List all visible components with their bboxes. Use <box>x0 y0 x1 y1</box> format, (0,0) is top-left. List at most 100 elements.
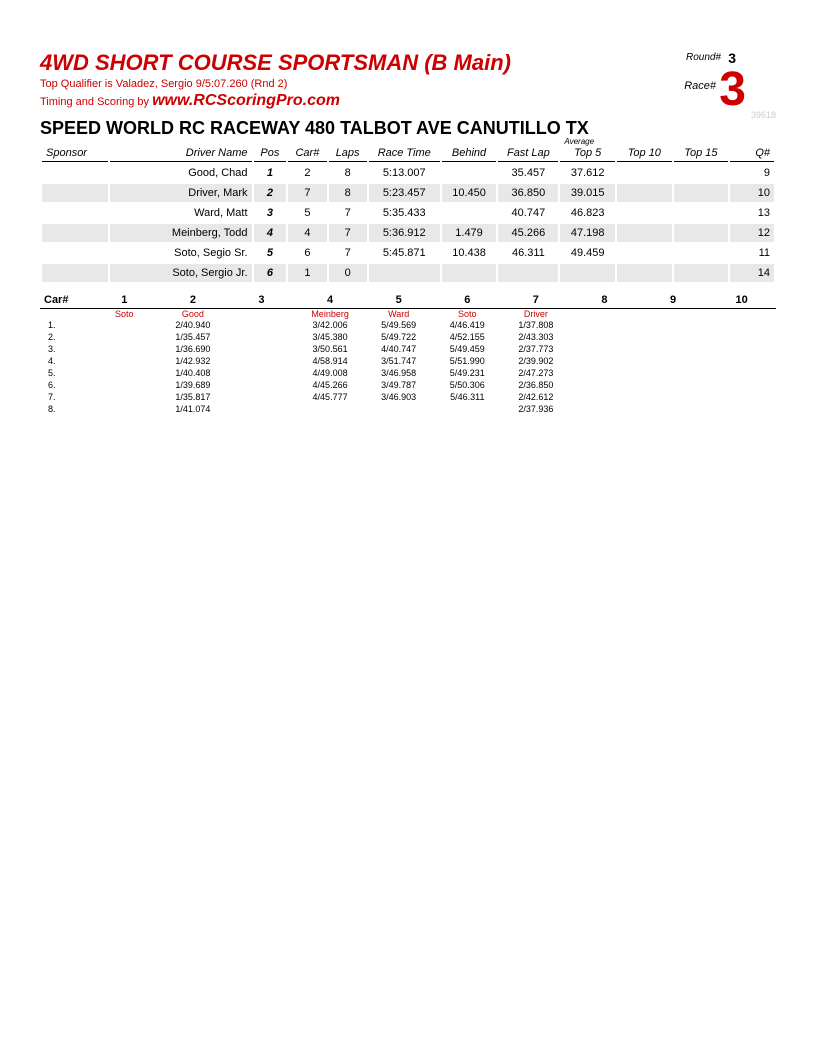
car-number-row: Car# 12345678910 <box>40 294 776 309</box>
lap-cell: 3/46.958 <box>364 368 433 378</box>
car-num: 7 <box>502 294 571 306</box>
car: 1 <box>288 264 326 282</box>
race-time: 5:13.007 <box>369 164 440 182</box>
lap-cell <box>570 380 639 390</box>
table-row: Ward, Matt3575:35.43340.74746.82313 <box>42 204 774 222</box>
top5: 49.459 <box>560 244 615 262</box>
lap-cell: 1/41.074 <box>159 404 228 414</box>
lap-cell: 1/40.408 <box>159 368 228 378</box>
lap-cell <box>90 356 159 366</box>
lap-row: 6.1/39.6894/45.2663/49.7875/50.3062/36.8… <box>40 379 776 391</box>
lap-cell: 3/51.747 <box>364 356 433 366</box>
pos: 5 <box>254 244 287 262</box>
lap-cell <box>570 356 639 366</box>
lap-num: 2. <box>40 332 90 342</box>
lap-cell: 3/46.903 <box>364 392 433 402</box>
fast-lap: 45.266 <box>498 224 558 242</box>
lap-cell <box>707 320 776 330</box>
lap-cell <box>707 332 776 342</box>
lap-cell: 5/49.231 <box>433 368 502 378</box>
q: 13 <box>730 204 774 222</box>
car-num: 9 <box>639 294 708 306</box>
q: 10 <box>730 184 774 202</box>
q: 12 <box>730 224 774 242</box>
lap-cell: 1/36.690 <box>159 344 228 354</box>
lap-driver <box>639 309 708 319</box>
behind <box>442 164 497 182</box>
lap-driver-row: SotoGoodMeinbergWardSotoDriver <box>40 309 776 319</box>
lap-row: 2.1/35.4573/45.3805/49.7224/52.1552/43.3… <box>40 331 776 343</box>
lap-cell <box>570 332 639 342</box>
race-number: 3 <box>719 62 746 117</box>
lap-cell: 3/50.561 <box>296 344 365 354</box>
lap-cell <box>639 404 708 414</box>
lap-cell <box>90 344 159 354</box>
lap-cell: 5/50.306 <box>433 380 502 390</box>
lap-cell: 2/39.902 <box>502 356 571 366</box>
fast-lap: 46.311 <box>498 244 558 262</box>
col-car: Car# <box>288 145 326 162</box>
col-q: Q# <box>730 145 774 162</box>
lap-cell: 1/39.689 <box>159 380 228 390</box>
lap-cell: 1/35.817 <box>159 392 228 402</box>
results-table: Sponsor Driver Name Pos Car# Laps Race T… <box>40 143 776 284</box>
lap-row: 4.1/42.9324/58.9143/51.7475/51.9902/39.9… <box>40 355 776 367</box>
pos: 4 <box>254 224 287 242</box>
top5: 39.015 <box>560 184 615 202</box>
car: 6 <box>288 244 326 262</box>
ref-number: 39618 <box>751 110 776 120</box>
lap-cell: 2/42.612 <box>502 392 571 402</box>
top15 <box>674 184 729 202</box>
results-header-row: Sponsor Driver Name Pos Car# Laps Race T… <box>42 145 774 162</box>
lap-cell <box>227 344 296 354</box>
lap-cell: 4/46.419 <box>433 320 502 330</box>
driver-name: Ward, Matt <box>110 204 252 222</box>
pos: 2 <box>254 184 287 202</box>
col-driver: Driver Name <box>110 145 252 162</box>
lap-row: 1.2/40.9403/42.0065/49.5694/46.4191/37.8… <box>40 319 776 331</box>
fast-lap <box>498 264 558 282</box>
table-row: Meinberg, Todd4475:36.9121.47945.26647.1… <box>42 224 774 242</box>
lap-cell <box>90 320 159 330</box>
pos: 6 <box>254 264 287 282</box>
lap-cell <box>90 380 159 390</box>
top10 <box>617 184 672 202</box>
lap-cell <box>227 356 296 366</box>
lap-driver: Meinberg <box>296 309 365 319</box>
race-title: 4WD SHORT COURSE SPORTSMAN (B Main) <box>40 50 776 76</box>
timing-url: www.RCScoringPro.com <box>152 92 340 109</box>
laps: 8 <box>329 184 367 202</box>
col-top15: Top 15 <box>674 145 729 162</box>
lap-cell <box>639 320 708 330</box>
table-row: Good, Chad1285:13.00735.45737.6129 <box>42 164 774 182</box>
lap-cell <box>227 380 296 390</box>
lap-cell <box>707 392 776 402</box>
race-time: 5:36.912 <box>369 224 440 242</box>
driver-name: Driver, Mark <box>110 184 252 202</box>
lap-driver: Ward <box>364 309 433 319</box>
round-label: Round# <box>686 52 721 63</box>
car: 5 <box>288 204 326 222</box>
laps: 7 <box>329 244 367 262</box>
lap-cell <box>570 320 639 330</box>
timing-credit: Timing and Scoring by www.RCScoringPro.c… <box>40 92 776 110</box>
lap-cell <box>227 392 296 402</box>
lap-num: 7. <box>40 392 90 402</box>
lap-num: 6. <box>40 380 90 390</box>
lap-cell <box>639 356 708 366</box>
top10 <box>617 224 672 242</box>
laps: 8 <box>329 164 367 182</box>
table-row: Soto, Segio Sr.5675:45.87110.43846.31149… <box>42 244 774 262</box>
car-num: 1 <box>90 294 159 306</box>
lap-cell: 3/42.006 <box>296 320 365 330</box>
driver-name: Good, Chad <box>110 164 252 182</box>
behind: 1.479 <box>442 224 497 242</box>
lap-driver: Driver <box>502 309 571 319</box>
col-top5: AverageTop 5 <box>560 145 615 162</box>
lap-driver: Soto <box>433 309 502 319</box>
lap-cell <box>90 392 159 402</box>
q: 9 <box>730 164 774 182</box>
race-label: Race# <box>684 80 716 92</box>
behind <box>442 204 497 222</box>
header: 4WD SHORT COURSE SPORTSMAN (B Main) Top … <box>40 50 776 110</box>
